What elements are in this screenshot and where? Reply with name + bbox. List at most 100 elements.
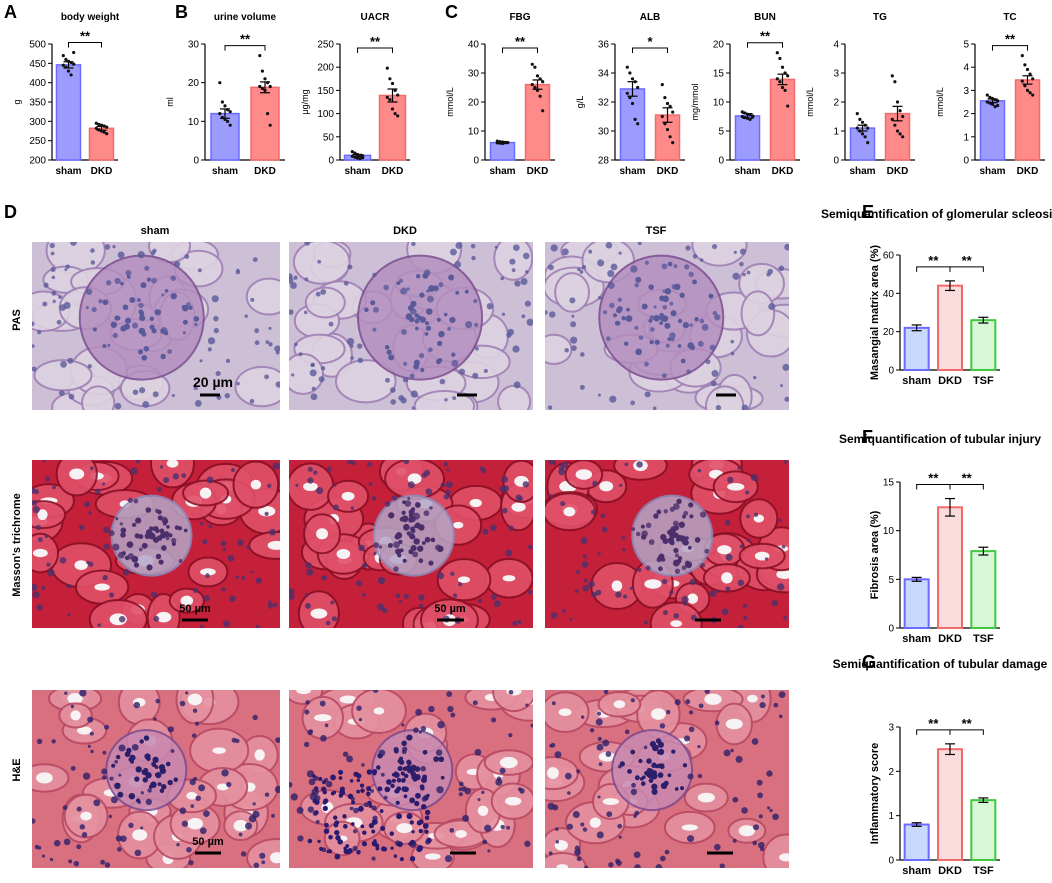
significance-bracket (68, 42, 102, 48)
data-point (780, 65, 785, 69)
y-tick-label: 5 (718, 127, 724, 138)
data-point (625, 65, 629, 69)
y-tick-label: 50 (323, 132, 335, 143)
chart-body_weight: body weight 200 250 300 350 400 450 500 g sham DKD… (12, 12, 120, 177)
data-point (860, 120, 865, 124)
bar-DKD (378, 94, 407, 161)
data-point (393, 88, 397, 92)
data-point (1025, 67, 1030, 72)
y-tick-label: 2 (963, 109, 969, 120)
data-point (633, 80, 637, 84)
column-header: sham (141, 225, 170, 237)
significance-bracket (747, 42, 783, 48)
data-point (858, 117, 862, 121)
data-point (500, 141, 505, 146)
significance-label: ** (928, 471, 939, 486)
significance-label: ** (928, 253, 939, 268)
bar-sham (903, 326, 930, 372)
data-point (99, 129, 104, 133)
data-point (99, 123, 104, 127)
y-axis-label: mmol/L (935, 87, 945, 117)
data-point (260, 69, 264, 73)
x-tick-label: DKD (657, 166, 679, 177)
chart-title: Semiquantification of glomerular scleosi… (821, 207, 1052, 221)
data-point (628, 96, 632, 100)
data-point (985, 100, 989, 104)
chart-title: BUN (754, 12, 776, 23)
chart-title: Semiquantification of tubular injury (839, 432, 1041, 446)
data-point (388, 77, 392, 81)
data-point (855, 112, 859, 116)
data-point (1025, 88, 1030, 92)
y-tick-label: 0 (718, 156, 724, 167)
significance-label: ** (240, 32, 251, 47)
chart-tubular_injury: Semiquantification of tubular injury 0 5 10… (839, 432, 1041, 645)
data-point (350, 154, 354, 158)
significance-bracket (632, 47, 668, 53)
y-tick-label: 30 (598, 127, 610, 138)
chart-title: FBG (509, 12, 530, 23)
significance-bracket (949, 266, 984, 272)
x-tick-label: sham (619, 166, 645, 177)
row-label: H&E (11, 758, 23, 781)
y-tick-label: 0 (888, 856, 894, 867)
x-tick-label: DKD (938, 375, 962, 387)
x-tick-label: DKD (382, 166, 404, 177)
bar-sham (619, 88, 646, 161)
data-point (1023, 63, 1027, 67)
x-tick-label: DKD (938, 865, 962, 877)
data-point (901, 135, 905, 139)
data-point (1028, 72, 1032, 76)
y-axis-label: mmol/L (445, 87, 455, 117)
chart-tc: TC 0 1 2 3 4 5 mmol/L sham DKD ** (935, 12, 1045, 177)
data-point (268, 84, 272, 89)
data-point (220, 100, 224, 104)
y-tick-label: 200 (317, 63, 334, 74)
micrograph-masson-0 (32, 460, 280, 628)
y-axis-label: ml (165, 97, 175, 107)
data-point (866, 141, 870, 145)
data-point (498, 141, 502, 145)
significance-label: ** (760, 29, 771, 44)
chart-bun: BUN 0 5 10 15 20 mg/mmol sham DKD ** (690, 12, 800, 177)
significance-label: ** (80, 29, 91, 44)
data-point (630, 101, 635, 106)
chart-title: TC (1003, 12, 1016, 23)
y-tick-label: 10 (188, 117, 200, 128)
x-tick-label: DKD (254, 166, 276, 177)
data-point (506, 141, 510, 145)
y-tick-label: 20 (713, 40, 725, 51)
chart-title: TG (873, 12, 887, 23)
y-tick-label: 100 (317, 109, 334, 120)
data-point (988, 101, 992, 105)
x-tick-label: sham (55, 166, 81, 177)
y-tick-label: 3 (963, 86, 969, 97)
panel-letter: D (4, 202, 17, 222)
data-point (66, 69, 71, 73)
data-point (223, 117, 227, 121)
data-point (355, 156, 360, 160)
data-point (671, 141, 675, 145)
data-point (740, 110, 744, 114)
x-tick-label: TSF (973, 375, 994, 387)
data-point (858, 129, 862, 133)
bar-sham (903, 823, 930, 861)
data-point (636, 85, 640, 90)
data-point (1031, 93, 1035, 97)
data-point (665, 101, 670, 106)
data-point (530, 62, 534, 66)
y-tick-label: 20 (468, 98, 480, 109)
micrograph-he-2 (545, 690, 789, 868)
data-point (94, 121, 98, 125)
x-tick-label: DKD (772, 166, 794, 177)
data-point (778, 56, 782, 61)
chart-title: ALB (640, 12, 661, 23)
significance-bracket (224, 45, 266, 51)
y-tick-label: 15 (883, 478, 895, 489)
data-point (385, 66, 389, 70)
data-point (61, 63, 65, 67)
y-tick-label: 10 (713, 98, 725, 109)
data-point (636, 122, 640, 126)
data-point (663, 96, 667, 100)
data-point (663, 122, 667, 126)
